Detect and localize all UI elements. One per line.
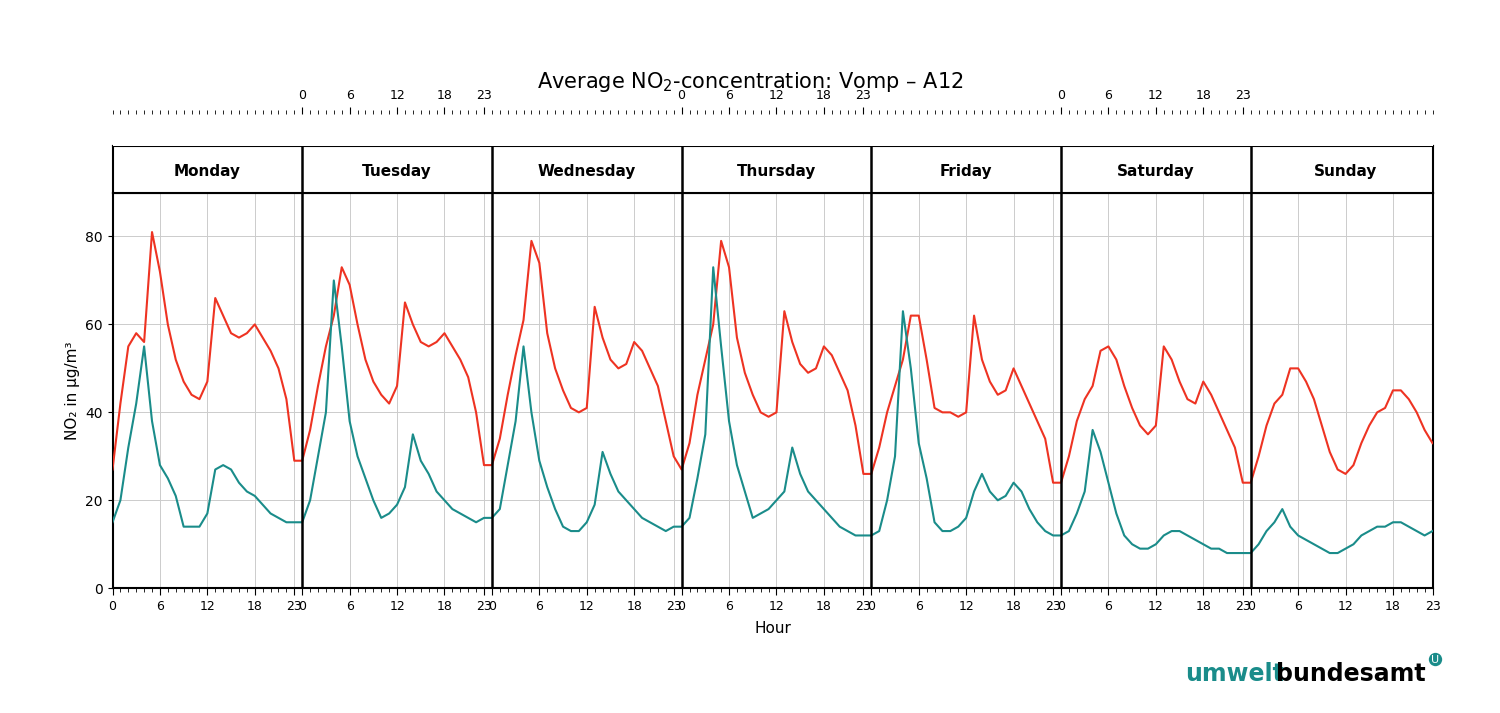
Text: Wednesday: Wednesday <box>537 164 636 179</box>
X-axis label: Hour: Hour <box>754 621 790 637</box>
Text: bundesamt: bundesamt <box>1276 662 1426 686</box>
Text: Tuesday: Tuesday <box>362 164 432 179</box>
Text: Average NO$_2$-concentration: Vomp – A12: Average NO$_2$-concentration: Vomp – A12 <box>537 70 963 94</box>
Text: Thursday: Thursday <box>736 164 816 179</box>
Y-axis label: NO₂ in μg/m³: NO₂ in μg/m³ <box>64 341 80 440</box>
Text: Saturday: Saturday <box>1118 164 1194 179</box>
Text: Monday: Monday <box>174 164 242 179</box>
Text: Sunday: Sunday <box>1314 164 1377 179</box>
Text: Friday: Friday <box>940 164 993 179</box>
Text: U: U <box>1431 655 1440 665</box>
Text: umwelt: umwelt <box>1185 662 1284 686</box>
